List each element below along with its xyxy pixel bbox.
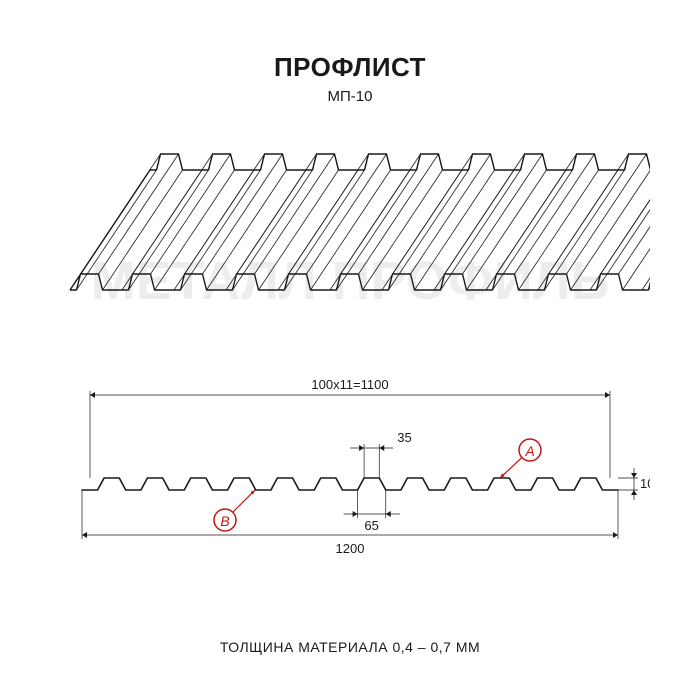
material-thickness: ТОЛЩИНА МАТЕРИАЛА 0,4 – 0,7 ММ	[0, 639, 700, 655]
page-title: ПРОФЛИСТ	[0, 52, 700, 83]
svg-text:100x11=1100: 100x11=1100	[311, 377, 388, 392]
svg-text:10: 10	[640, 476, 650, 491]
isometric-view	[50, 140, 650, 320]
svg-text:65: 65	[364, 518, 378, 533]
svg-text:35: 35	[397, 430, 411, 445]
profile-section: 100x11=1100 35 65 10 1200 A B	[50, 370, 650, 570]
page-root: ПРОФЛИСТ МП-10 МЕТАЛЛ ПРОФИЛЬ 100x11=110…	[0, 0, 700, 700]
isometric-svg	[50, 140, 650, 320]
profile-svg: 100x11=1100 35 65 10 1200 A B	[50, 370, 650, 570]
svg-text:B: B	[220, 513, 229, 529]
svg-text:A: A	[524, 443, 534, 459]
page-subtitle: МП-10	[0, 88, 700, 105]
svg-text:1200: 1200	[336, 541, 365, 556]
